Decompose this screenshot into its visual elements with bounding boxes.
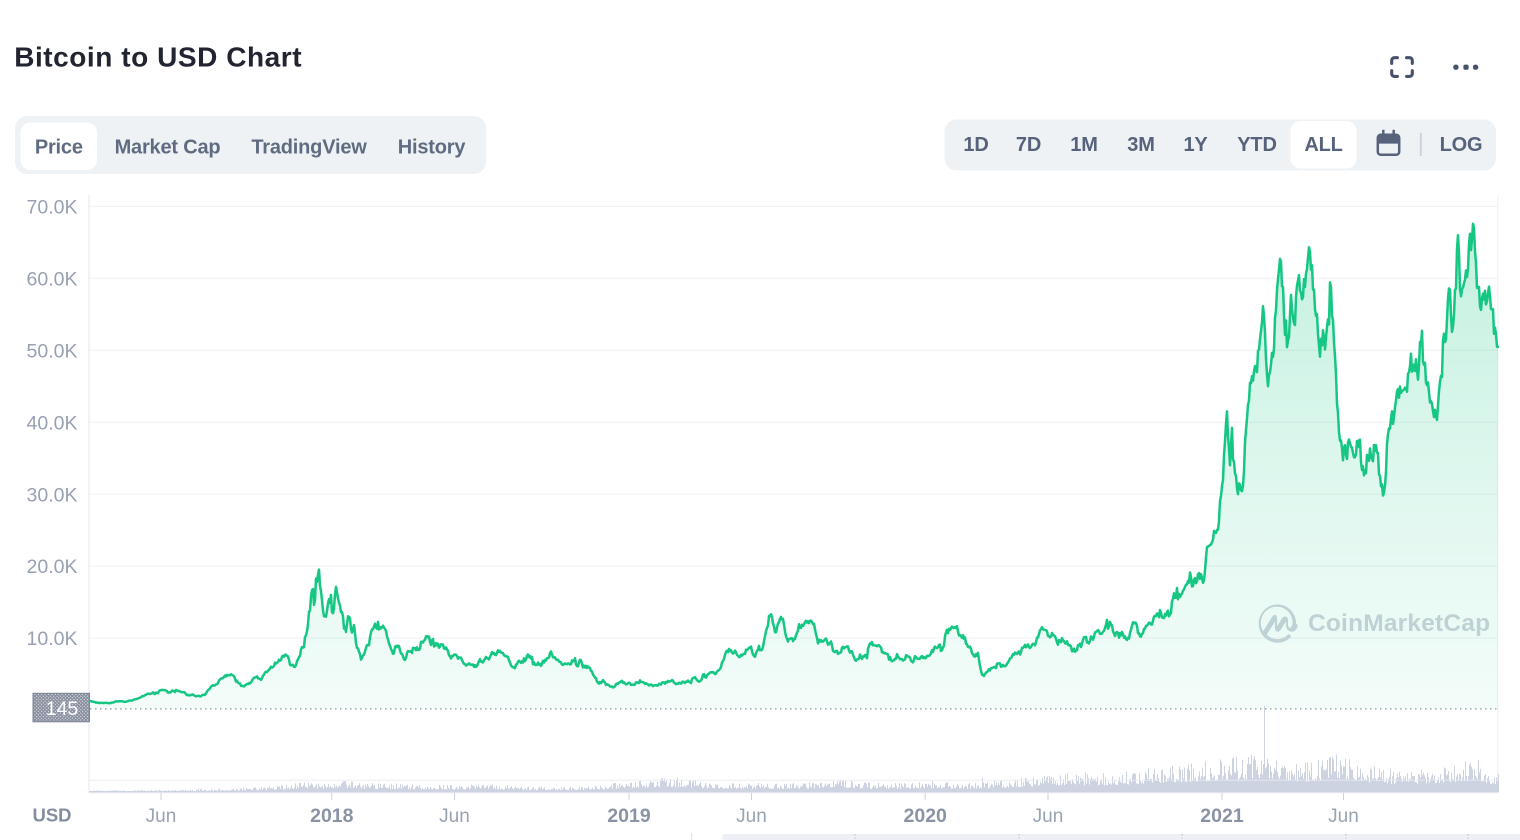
svg-text:ALL: ALL: [1304, 134, 1342, 156]
svg-text:1M: 1M: [1070, 134, 1097, 156]
svg-text:LOG: LOG: [1440, 134, 1483, 156]
svg-text:2018: 2018: [310, 805, 354, 827]
svg-text:Jun: Jun: [146, 806, 177, 827]
svg-text:TradingView: TradingView: [251, 137, 367, 159]
svg-text:10.0K: 10.0K: [27, 628, 78, 650]
svg-text:70.0K: 70.0K: [27, 197, 78, 219]
svg-text:Bitcoin to USD Chart: Bitcoin to USD Chart: [14, 42, 302, 73]
svg-text:60.0K: 60.0K: [27, 269, 78, 291]
svg-text:YTD: YTD: [1237, 134, 1276, 156]
svg-text:20.0K: 20.0K: [27, 556, 78, 578]
svg-text:2019: 2019: [607, 805, 651, 827]
svg-text:2021: 2021: [1200, 805, 1244, 827]
svg-text:40.0K: 40.0K: [27, 412, 78, 434]
svg-text:Market Cap: Market Cap: [115, 137, 221, 159]
svg-text:Jun: Jun: [439, 806, 470, 827]
svg-text:2020: 2020: [904, 805, 948, 827]
svg-text:Jun: Jun: [736, 806, 767, 827]
svg-text:USD: USD: [32, 805, 71, 826]
svg-text:7D: 7D: [1016, 134, 1041, 156]
svg-text:Jun: Jun: [1033, 806, 1064, 827]
svg-text:3M: 3M: [1127, 134, 1154, 156]
svg-text:1Y: 1Y: [1183, 134, 1208, 156]
svg-text:1D: 1D: [963, 134, 988, 156]
svg-text:30.0K: 30.0K: [27, 484, 78, 506]
svg-text:History: History: [398, 137, 467, 159]
svg-text:Jun: Jun: [1328, 806, 1359, 827]
svg-text:145: 145: [46, 698, 79, 720]
svg-text:Price: Price: [35, 137, 83, 159]
svg-text:50.0K: 50.0K: [27, 340, 78, 362]
